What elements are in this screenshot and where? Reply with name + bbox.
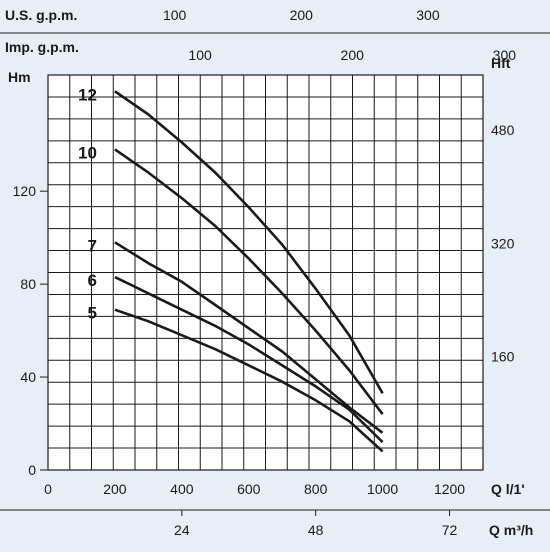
top-usgpm-tick-label: 200 xyxy=(290,7,314,23)
curve-12 xyxy=(114,90,384,394)
top-impgpm-axis-label: Imp. g.p.m. xyxy=(5,39,79,55)
top-usgpm-axis-label: U.S. g.p.m. xyxy=(5,7,77,23)
top-usgpm-tick-label: 100 xyxy=(163,7,187,23)
curve-5 xyxy=(114,308,384,453)
x-m3h-tick-label: 72 xyxy=(442,522,458,538)
y-axis-label: Hm xyxy=(8,69,31,85)
y-tick-label: 120 xyxy=(13,183,37,199)
y-tick-label: 0 xyxy=(28,462,36,478)
y-tick-label: 40 xyxy=(20,369,36,385)
curve-label-5: 5 xyxy=(87,304,96,323)
y-right-axis-label: Hft xyxy=(491,55,511,71)
curve-label-7: 7 xyxy=(87,236,96,255)
curve-6 xyxy=(114,275,384,444)
x-tick-label: 800 xyxy=(304,481,328,497)
curve-label-10: 10 xyxy=(78,143,97,162)
y-tick-label: 80 xyxy=(20,276,36,292)
y-right-tick-label: 480 xyxy=(491,122,515,138)
x-m3h-axis-label: Q m³/h xyxy=(489,522,533,538)
x-m3h-tick-label: 48 xyxy=(308,522,324,538)
x-tick-label: 1200 xyxy=(434,481,465,497)
x-m3h-tick-label: 24 xyxy=(174,522,190,538)
curve-label-6: 6 xyxy=(87,271,96,290)
x-tick-label: 0 xyxy=(44,481,52,497)
x-tick-label: 600 xyxy=(237,481,261,497)
curve-label-12: 12 xyxy=(78,85,97,104)
x-tick-label: 200 xyxy=(103,481,127,497)
plot-frame xyxy=(47,74,484,471)
y-right-tick-label: 320 xyxy=(491,235,515,251)
top-impgpm-tick-label: 200 xyxy=(341,47,365,63)
y-right-tick-label: 160 xyxy=(491,349,515,365)
top-usgpm-tick-label: 300 xyxy=(416,7,440,23)
top-impgpm-tick-label: 100 xyxy=(188,47,212,63)
x-tick-label: 1000 xyxy=(367,481,398,497)
curve-7 xyxy=(114,241,384,434)
curve-10 xyxy=(114,148,384,415)
x-tick-label: 400 xyxy=(170,481,194,497)
top-impgpm-tick-label: 300 xyxy=(493,47,517,63)
x-axis-label: Q l/1' xyxy=(491,481,525,497)
